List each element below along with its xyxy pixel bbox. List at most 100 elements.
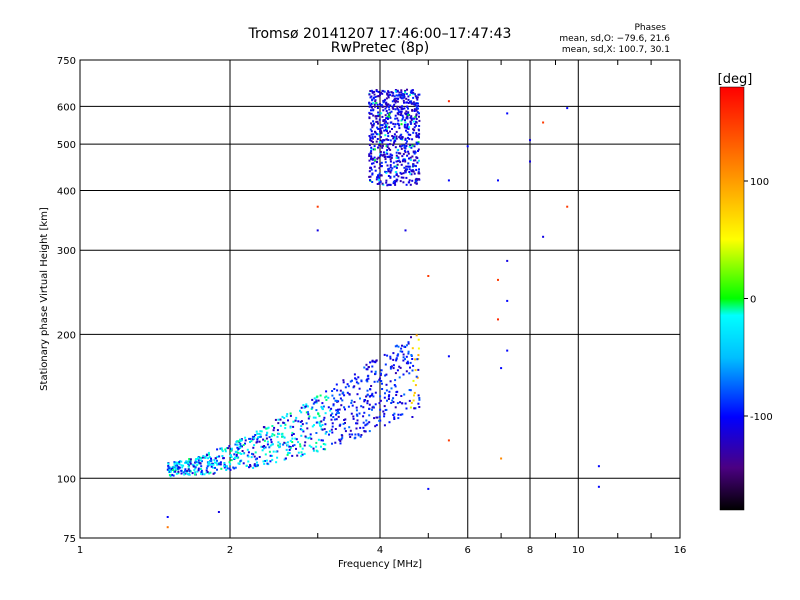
echo-point bbox=[366, 394, 369, 397]
echo-point bbox=[566, 205, 569, 208]
echo-point bbox=[223, 466, 226, 469]
echo-point bbox=[297, 441, 300, 444]
y-axis-label: Stationary phase Virtual Height [km] bbox=[39, 207, 50, 391]
echo-point bbox=[404, 121, 407, 124]
echo-point bbox=[376, 95, 379, 98]
echo-point bbox=[368, 144, 371, 146]
echo-point bbox=[393, 142, 396, 144]
echo-point bbox=[335, 399, 338, 402]
echo-point bbox=[169, 468, 172, 471]
echo-point bbox=[370, 109, 372, 112]
echo-point bbox=[335, 383, 338, 386]
echo-point bbox=[331, 431, 334, 434]
echo-point bbox=[268, 450, 271, 453]
echo-point bbox=[383, 424, 386, 427]
echo-point bbox=[295, 416, 298, 419]
echo-point bbox=[221, 455, 224, 457]
echo-point bbox=[371, 135, 374, 138]
echo-point bbox=[370, 152, 373, 155]
echo-point bbox=[383, 412, 386, 415]
echo-point bbox=[356, 414, 359, 417]
echo-point bbox=[196, 470, 199, 473]
echo-point bbox=[351, 379, 353, 382]
echo-point bbox=[315, 409, 318, 412]
echo-point bbox=[412, 364, 415, 367]
echo-point bbox=[264, 460, 266, 462]
echo-point bbox=[301, 428, 304, 431]
echo-point bbox=[227, 447, 230, 450]
echo-point bbox=[403, 123, 406, 126]
echo-point bbox=[405, 362, 408, 365]
echo-point bbox=[336, 412, 339, 415]
echo-point bbox=[320, 405, 323, 408]
echo-point bbox=[368, 175, 371, 178]
echo-point bbox=[303, 444, 306, 447]
echo-point bbox=[416, 161, 419, 164]
echo-point bbox=[250, 456, 253, 459]
echo-point bbox=[318, 422, 321, 425]
echo-point bbox=[239, 452, 242, 455]
echo-point bbox=[392, 397, 395, 400]
echo-point bbox=[230, 456, 233, 458]
echo-point bbox=[395, 166, 398, 169]
echo-point bbox=[386, 103, 389, 106]
echo-point bbox=[247, 455, 250, 458]
echo-point bbox=[402, 359, 405, 362]
echo-point bbox=[206, 454, 209, 457]
echo-point bbox=[381, 141, 384, 144]
echo-point bbox=[375, 115, 378, 118]
echo-point bbox=[276, 435, 279, 438]
echo-point bbox=[224, 448, 227, 451]
echo-point bbox=[384, 363, 387, 366]
echo-point bbox=[208, 462, 211, 465]
echo-point bbox=[378, 95, 381, 98]
echo-point bbox=[396, 107, 399, 110]
echo-point bbox=[373, 103, 376, 106]
echo-point bbox=[258, 456, 261, 458]
echo-point bbox=[407, 127, 410, 130]
echo-point bbox=[244, 436, 247, 439]
echo-point bbox=[415, 121, 418, 124]
echo-point bbox=[386, 127, 388, 130]
echo-point bbox=[330, 428, 333, 431]
echo-point bbox=[376, 416, 379, 419]
echo-point bbox=[357, 434, 360, 437]
echo-point bbox=[281, 415, 284, 418]
echo-point bbox=[255, 461, 258, 464]
echo-point bbox=[315, 401, 318, 404]
echo-point bbox=[410, 115, 413, 118]
echo-point bbox=[392, 135, 395, 138]
echo-point bbox=[173, 462, 176, 465]
echo-point bbox=[309, 436, 312, 439]
echo-point bbox=[382, 410, 385, 413]
echo-point bbox=[238, 446, 241, 449]
echo-point bbox=[284, 423, 287, 426]
echo-point bbox=[338, 393, 341, 396]
echo-point bbox=[289, 412, 292, 415]
echo-point bbox=[387, 155, 389, 158]
echo-point bbox=[412, 128, 415, 131]
echo-point bbox=[299, 443, 302, 446]
echo-point bbox=[415, 135, 418, 138]
echo-point bbox=[396, 90, 399, 93]
x-tick-label: 4 bbox=[377, 545, 383, 556]
echo-point bbox=[415, 102, 418, 105]
echo-point bbox=[199, 468, 202, 470]
echo-point bbox=[407, 102, 410, 104]
echo-point bbox=[407, 107, 409, 110]
echo-point bbox=[206, 471, 209, 474]
echo-point bbox=[210, 460, 213, 462]
echo-point bbox=[254, 458, 257, 461]
echo-point bbox=[404, 119, 406, 122]
echo-point bbox=[400, 172, 403, 175]
echo-point bbox=[178, 461, 181, 464]
echo-point bbox=[241, 445, 243, 448]
echo-point bbox=[235, 453, 238, 456]
echo-point bbox=[260, 445, 263, 448]
echo-point bbox=[386, 93, 389, 96]
echo-point bbox=[351, 433, 354, 436]
echo-point bbox=[234, 443, 237, 446]
echo-point bbox=[376, 157, 379, 160]
echo-point bbox=[413, 108, 416, 111]
echo-point bbox=[259, 430, 262, 433]
